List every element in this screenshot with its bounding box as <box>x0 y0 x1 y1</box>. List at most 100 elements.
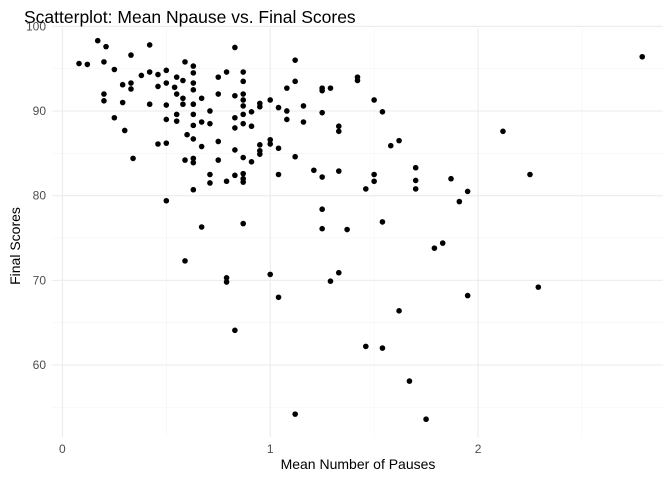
data-point <box>300 103 307 109</box>
data-point <box>371 97 377 103</box>
data-point <box>406 378 413 384</box>
data-point <box>319 225 325 232</box>
major-gridlines <box>52 25 663 437</box>
data-point <box>371 178 377 185</box>
data-point <box>190 80 197 86</box>
data-point <box>396 308 402 314</box>
data-point <box>354 77 361 84</box>
data-point <box>198 119 205 125</box>
data-point <box>215 91 222 97</box>
data-point <box>215 74 222 80</box>
data-point <box>223 275 230 281</box>
data-point <box>335 123 342 130</box>
data-point <box>163 140 170 146</box>
data-point <box>76 60 82 67</box>
data-point <box>327 85 334 91</box>
data-point <box>335 269 342 276</box>
x-tick-label: 0 <box>59 442 66 456</box>
y-axis-tick-labels: 60 70 80 90 100 <box>26 19 46 372</box>
data-point <box>190 111 197 118</box>
data-point <box>257 151 263 157</box>
data-point <box>267 97 274 103</box>
data-point <box>146 69 153 75</box>
data-points <box>76 37 646 423</box>
data-point <box>182 59 188 65</box>
data-point <box>500 128 506 135</box>
data-point <box>232 44 238 51</box>
data-point <box>335 128 342 135</box>
data-point <box>363 186 369 192</box>
data-point <box>163 80 170 86</box>
y-tick-label: 80 <box>33 189 47 203</box>
data-point <box>182 157 188 163</box>
data-point <box>232 172 238 179</box>
data-point <box>173 91 180 97</box>
data-point <box>190 155 197 162</box>
data-point <box>198 224 205 230</box>
data-point <box>146 101 153 108</box>
data-point <box>456 198 463 205</box>
data-point <box>535 284 542 290</box>
data-point <box>240 179 246 185</box>
y-tick-label: 60 <box>33 358 47 372</box>
data-point <box>412 164 419 171</box>
data-point <box>190 70 197 76</box>
data-point <box>319 174 325 180</box>
data-point <box>292 78 298 85</box>
data-point <box>527 171 533 178</box>
data-point <box>284 116 290 123</box>
data-point <box>190 63 197 69</box>
data-point <box>223 69 230 75</box>
data-point <box>275 171 282 178</box>
data-point <box>171 84 178 91</box>
data-point <box>119 81 126 88</box>
data-point <box>223 178 230 185</box>
data-point <box>121 127 128 134</box>
data-point <box>223 279 230 285</box>
data-point <box>215 138 222 145</box>
y-tick-label: 90 <box>33 104 47 118</box>
data-point <box>379 219 386 225</box>
data-point <box>257 103 263 110</box>
data-point <box>335 168 342 174</box>
y-tick-label: 100 <box>26 19 46 33</box>
data-point <box>292 153 298 160</box>
data-point <box>190 186 197 193</box>
data-point <box>119 99 126 106</box>
x-axis-title: Mean Number of Pauses <box>281 456 436 472</box>
data-point <box>180 77 186 84</box>
data-point <box>163 67 170 74</box>
data-point <box>639 53 646 60</box>
data-point <box>155 83 161 90</box>
data-point <box>180 95 186 102</box>
data-point <box>101 91 107 97</box>
data-point <box>232 327 238 334</box>
data-point <box>284 108 290 114</box>
data-point <box>240 78 246 85</box>
data-point <box>327 278 334 284</box>
data-point <box>292 57 298 63</box>
data-point <box>232 92 238 99</box>
x-tick-label: 2 <box>475 442 482 456</box>
data-point <box>207 180 213 186</box>
data-point <box>319 109 325 116</box>
data-point <box>311 167 317 174</box>
data-point <box>155 71 161 78</box>
data-point <box>448 175 454 182</box>
minor-gridlines <box>52 28 663 437</box>
data-point <box>240 220 246 227</box>
data-point <box>292 411 298 417</box>
data-point <box>240 97 246 103</box>
data-point <box>431 245 438 251</box>
data-point <box>94 37 101 44</box>
data-point <box>146 42 153 48</box>
data-point <box>84 61 91 68</box>
data-point <box>215 157 222 163</box>
data-point <box>240 111 246 118</box>
data-point <box>275 104 282 111</box>
data-point <box>190 136 197 142</box>
data-point <box>138 72 145 79</box>
data-point <box>101 59 107 65</box>
data-point <box>190 101 197 108</box>
data-point <box>240 170 246 177</box>
